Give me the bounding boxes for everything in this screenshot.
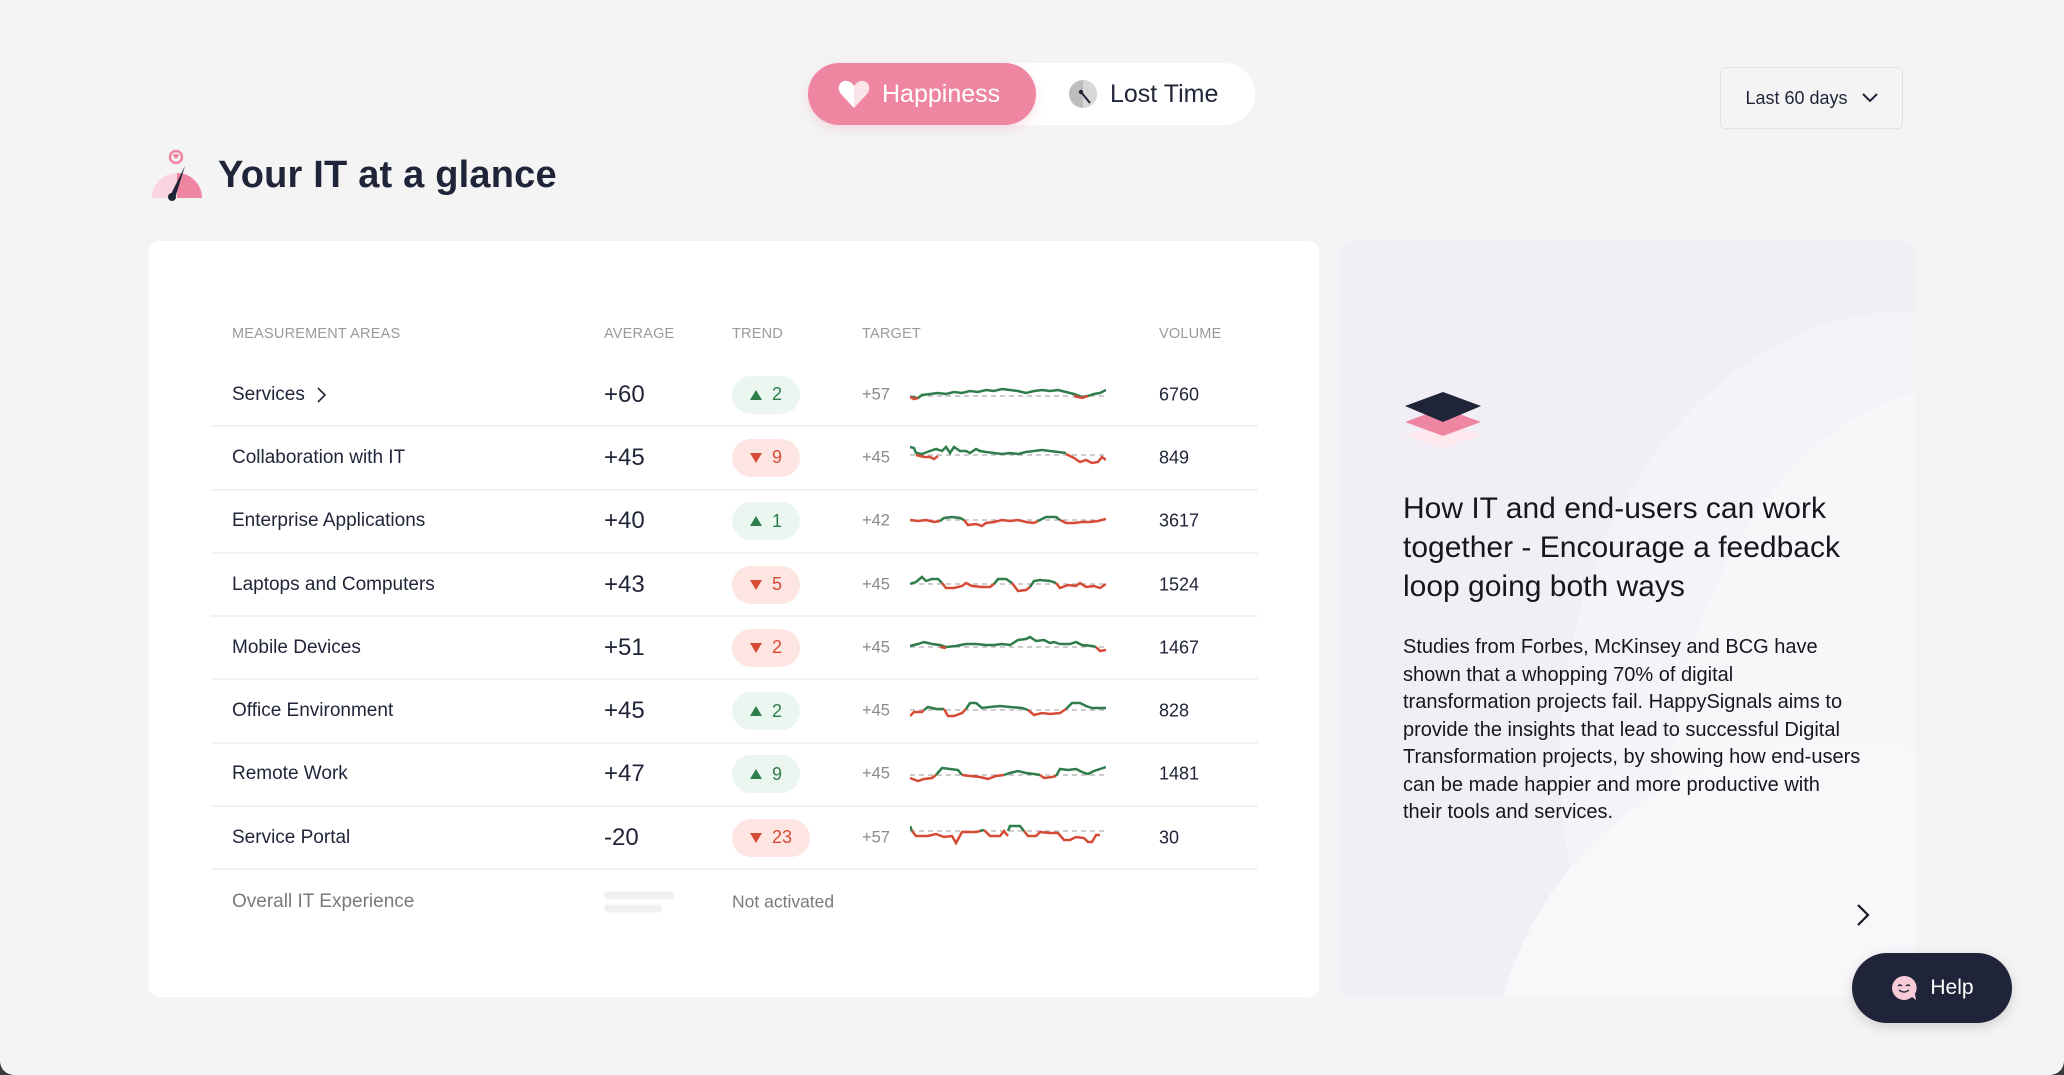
help-button[interactable]: Help bbox=[1852, 953, 2012, 1023]
sparkline-chart bbox=[910, 701, 1106, 718]
table-row[interactable]: Services +60 2 +57 6760 bbox=[211, 364, 1258, 428]
col-header-average: AVERAGE bbox=[604, 326, 675, 342]
date-range-dropdown[interactable]: Last 60 days bbox=[1720, 67, 1903, 129]
trend-down-icon bbox=[750, 642, 762, 653]
target-value: +45 bbox=[862, 575, 890, 594]
trend-badge: 9 bbox=[732, 755, 801, 794]
status-text: Not activated bbox=[732, 891, 835, 912]
target-value: +45 bbox=[862, 448, 890, 467]
tab-lost-time[interactable]: Lost Time bbox=[1036, 63, 1248, 125]
volume-value: 828 bbox=[1159, 700, 1190, 721]
sparkline-chart bbox=[910, 444, 1106, 465]
layers-icon bbox=[1405, 392, 1481, 448]
average-value: -20 bbox=[604, 823, 639, 851]
trend-down-icon bbox=[750, 579, 762, 590]
target-value: +45 bbox=[862, 764, 890, 783]
sparkline-chart bbox=[910, 574, 1106, 592]
table-row[interactable]: Mobile Devices +51 2 +45 1467 bbox=[211, 617, 1258, 681]
target-value: +57 bbox=[862, 828, 890, 847]
sparkline-chart bbox=[910, 515, 1106, 528]
volume-value: 1524 bbox=[1159, 574, 1200, 595]
chevron-right-icon bbox=[317, 387, 326, 403]
table-row[interactable]: Collaboration with IT +45 9 +45 849 bbox=[211, 427, 1258, 491]
area-name: Overall IT Experience bbox=[232, 891, 415, 913]
area-name[interactable]: Office Environment bbox=[232, 700, 394, 722]
trend-badge: 2 bbox=[732, 692, 801, 731]
tab-lost-time-label: Lost Time bbox=[1110, 79, 1219, 108]
volume-value: 849 bbox=[1159, 447, 1190, 468]
trend-badge: 2 bbox=[732, 375, 801, 414]
tab-happiness[interactable]: Happiness bbox=[808, 63, 1036, 125]
happiness-gauge-icon bbox=[152, 149, 202, 201]
measurement-table-card: MEASUREMENT AREAS AVERAGE TREND TARGET V… bbox=[149, 241, 1319, 997]
average-value: +45 bbox=[604, 697, 645, 725]
chevron-right-icon[interactable] bbox=[1856, 903, 1870, 927]
trend-badge: 5 bbox=[732, 565, 801, 604]
col-header-trend: TREND bbox=[732, 326, 783, 342]
heart-icon bbox=[838, 80, 870, 108]
target-value: +45 bbox=[862, 638, 890, 657]
average-value: +51 bbox=[604, 633, 645, 661]
table-row[interactable]: Office Environment +45 2 +45 828 bbox=[211, 680, 1258, 744]
table-row[interactable]: Laptops and Computers +43 5 +45 1524 bbox=[211, 554, 1258, 618]
volume-value: 1467 bbox=[1159, 637, 1200, 658]
col-header-area: MEASUREMENT AREAS bbox=[232, 326, 401, 342]
volume-value: 1481 bbox=[1159, 763, 1200, 784]
table-row[interactable]: Service Portal -20 23 +57 30 bbox=[211, 807, 1258, 871]
trend-badge: 1 bbox=[732, 502, 801, 541]
smiley-chat-icon bbox=[1892, 975, 1918, 1000]
area-name[interactable]: Laptops and Computers bbox=[232, 573, 435, 595]
trend-up-icon bbox=[750, 706, 762, 717]
sparkline-chart bbox=[910, 824, 1106, 846]
target-value: +45 bbox=[862, 701, 890, 720]
area-name[interactable]: Service Portal bbox=[232, 826, 351, 848]
table-row-inactive: Overall IT Experience Not activated bbox=[211, 870, 1258, 933]
table-row[interactable]: Remote Work +47 9 +45 1481 bbox=[211, 744, 1258, 808]
area-name[interactable]: Enterprise Applications bbox=[232, 510, 426, 532]
trend-up-icon bbox=[750, 389, 762, 400]
help-label: Help bbox=[1930, 976, 1974, 999]
volume-value: 3617 bbox=[1159, 510, 1200, 531]
table-row[interactable]: Enterprise Applications +40 1 +42 3617 bbox=[211, 491, 1258, 554]
sparkline-chart bbox=[910, 387, 1106, 400]
volume-value: 6760 bbox=[1159, 384, 1200, 405]
page-title: Your IT at a glance bbox=[218, 153, 557, 196]
trend-down-icon bbox=[750, 452, 762, 463]
article-title: How IT and end-users can work together -… bbox=[1403, 492, 1840, 603]
area-name[interactable]: Collaboration with IT bbox=[232, 446, 406, 468]
date-range-value: Last 60 days bbox=[1745, 87, 1848, 108]
article-body: Studies from Forbes, McKinsey and BCG ha… bbox=[1403, 636, 1861, 823]
chevron-down-icon bbox=[1861, 93, 1878, 103]
trend-badge: 23 bbox=[732, 818, 811, 857]
area-name[interactable]: Mobile Devices bbox=[232, 636, 361, 658]
mode-toggle: Happiness Lost Time bbox=[808, 63, 1255, 125]
target-value: +42 bbox=[862, 511, 890, 530]
average-value: +43 bbox=[604, 570, 645, 598]
table-body: Services +60 2 +57 6760 Collaboration wi… bbox=[211, 364, 1258, 934]
average-value: +45 bbox=[604, 443, 645, 471]
trend-down-icon bbox=[750, 832, 762, 843]
trend-badge: 9 bbox=[732, 438, 801, 477]
tab-happiness-label: Happiness bbox=[882, 79, 1001, 108]
col-header-target: TARGET bbox=[862, 326, 921, 342]
trend-badge: 2 bbox=[732, 628, 801, 667]
table-header: MEASUREMENT AREAS AVERAGE TREND TARGET V… bbox=[232, 326, 1252, 346]
page-header: Your IT at a glance bbox=[150, 148, 557, 202]
average-value: +40 bbox=[604, 507, 645, 535]
area-name[interactable]: Services bbox=[232, 384, 326, 406]
col-header-volume: VOLUME bbox=[1159, 326, 1222, 342]
clock-icon bbox=[1069, 80, 1097, 108]
average-value: +47 bbox=[604, 760, 645, 788]
average-placeholder bbox=[604, 887, 674, 918]
target-value: +57 bbox=[862, 385, 890, 404]
trend-up-icon bbox=[750, 516, 762, 527]
volume-value: 30 bbox=[1159, 827, 1180, 848]
area-name[interactable]: Remote Work bbox=[232, 763, 348, 785]
sparkline-chart bbox=[910, 635, 1106, 653]
article-card: How IT and end-users can work together -… bbox=[1340, 241, 1915, 997]
trend-up-icon bbox=[750, 769, 762, 780]
sparkline-chart bbox=[910, 766, 1106, 783]
average-value: +60 bbox=[604, 380, 645, 408]
